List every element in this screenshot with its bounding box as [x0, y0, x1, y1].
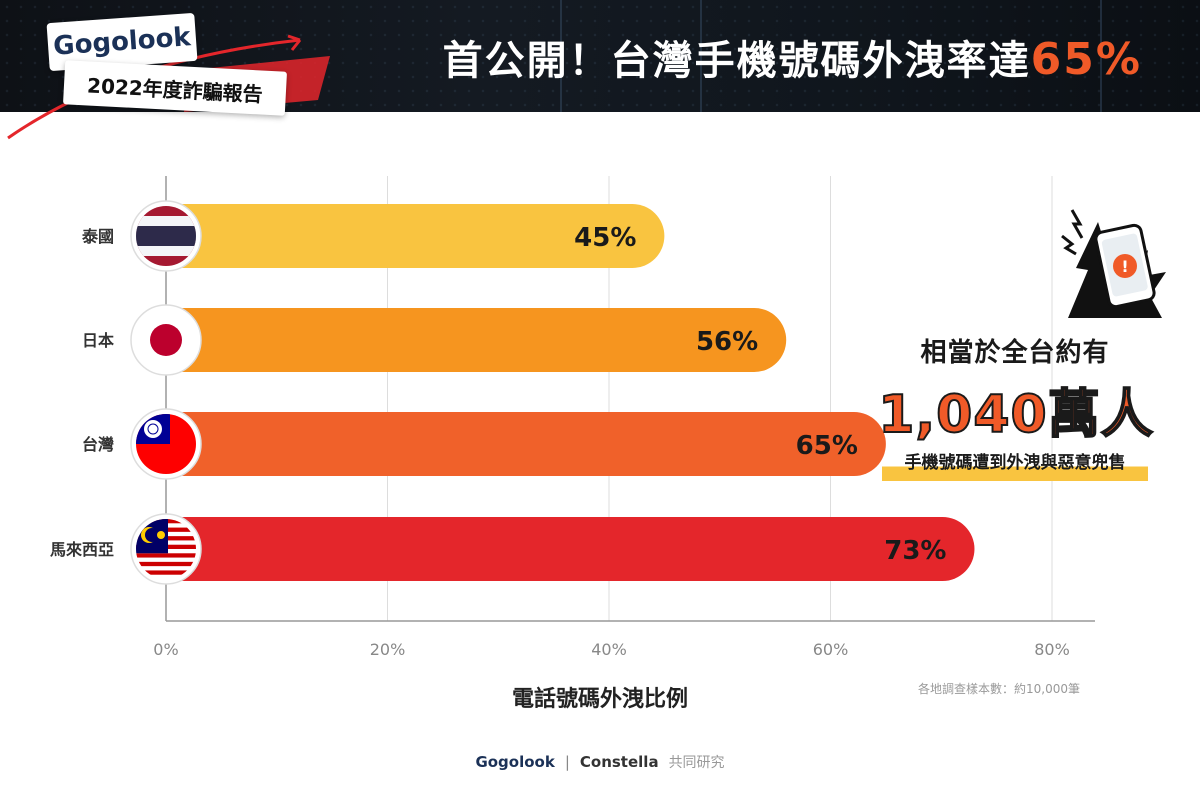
bar — [146, 412, 886, 476]
category-label: 台灣 — [82, 435, 114, 454]
headline-main: 首公開！台灣手機號碼外洩率達 — [442, 38, 1031, 84]
flag-sun-core — [148, 424, 158, 434]
headline-accent: 65% — [1030, 34, 1142, 85]
callout-big-number: 1,040萬人 — [877, 384, 1154, 446]
flag-stripe — [136, 561, 196, 567]
bar — [146, 517, 975, 581]
footer-joint-research: 共同研究 — [668, 755, 725, 771]
svg-text:!: ! — [1121, 257, 1128, 276]
x-tick-label: 20% — [370, 640, 406, 659]
header-banner: 首公開！台灣手機號碼外洩率達65% — [0, 0, 1200, 112]
flag-body — [136, 414, 196, 474]
category-label: 馬來西亞 — [50, 540, 114, 559]
flag-body — [136, 310, 196, 370]
labels: 0% 20% 40% 60% 80% 45% 泰國 56% 日本 65% 台灣 73% 馬來西亞 — [50, 200, 1070, 659]
flag-stripe — [136, 553, 196, 558]
banner-light-streak — [560, 0, 562, 112]
x-tick-label: 60% — [813, 640, 849, 659]
x-tick-label: 80% — [1034, 640, 1070, 659]
x-tick-label: 40% — [591, 640, 627, 659]
japan-flag — [130, 304, 202, 376]
callout-description: 手機號碼遭到外洩與惡意兜售 — [882, 449, 1148, 481]
flag-star — [157, 531, 165, 539]
flag-stripe — [136, 226, 196, 246]
flag-crescent-cut — [145, 528, 159, 542]
taiwan-flag — [130, 408, 202, 480]
x-tick-label: 0% — [153, 640, 178, 659]
callout-intro: 相當於全台約有 — [920, 338, 1110, 368]
bar-value-label: 45% — [574, 223, 636, 253]
footer-separator: | — [564, 753, 570, 771]
banner-light-streak — [700, 0, 702, 112]
category-label: 日本 — [82, 331, 114, 350]
bar-value-label: 56% — [696, 327, 758, 357]
x-axis-title: 電話號碼外洩比例 — [512, 686, 688, 712]
bars — [146, 204, 975, 581]
footer-brand: Gogolook — [475, 753, 555, 771]
flag-body — [136, 519, 196, 579]
bar-value-label: 65% — [796, 431, 858, 461]
flag-stripe — [136, 570, 196, 575]
category-label: 泰國 — [81, 227, 114, 246]
flag-body — [136, 206, 196, 266]
thailand-flag — [130, 200, 202, 272]
banner-light-streak — [1100, 0, 1102, 112]
phone-warning-icon: ! — [1061, 209, 1166, 318]
flag-sun — [150, 324, 182, 356]
bar-value-label: 73% — [884, 536, 946, 566]
sample-size-note: 各地調查樣本數：約10,000筆 — [918, 682, 1080, 696]
bar — [146, 204, 665, 268]
bar — [146, 308, 787, 372]
footer: Gogolook | Constella 共同研究 — [0, 750, 1200, 774]
malaysia-flag — [130, 513, 202, 585]
footer-partner: Constella — [579, 753, 659, 771]
headline: 首公開！台灣手機號碼外洩率達65% — [442, 28, 1142, 85]
